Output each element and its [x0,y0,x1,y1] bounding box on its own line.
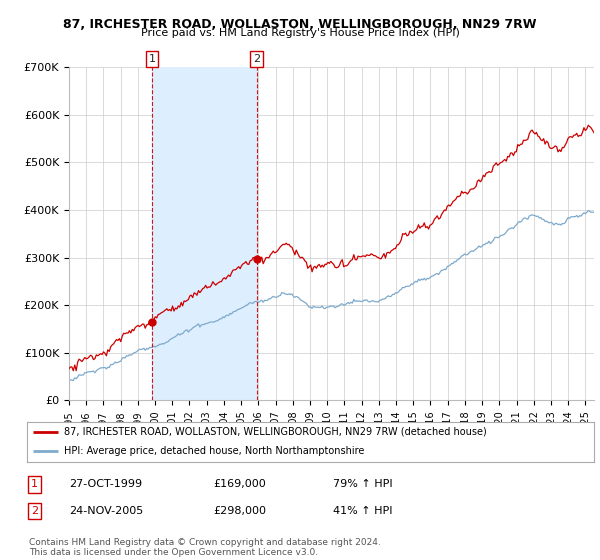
Text: 27-OCT-1999: 27-OCT-1999 [69,479,142,489]
Text: 24-NOV-2005: 24-NOV-2005 [69,506,143,516]
Text: £169,000: £169,000 [213,479,266,489]
Text: 79% ↑ HPI: 79% ↑ HPI [333,479,392,489]
Text: 1: 1 [148,54,155,64]
Text: Contains HM Land Registry data © Crown copyright and database right 2024.
This d: Contains HM Land Registry data © Crown c… [29,538,380,557]
Text: 87, IRCHESTER ROAD, WOLLASTON, WELLINGBOROUGH, NN29 7RW: 87, IRCHESTER ROAD, WOLLASTON, WELLINGBO… [63,18,537,31]
Text: 41% ↑ HPI: 41% ↑ HPI [333,506,392,516]
Text: £298,000: £298,000 [213,506,266,516]
Text: 1: 1 [31,479,38,489]
Text: 2: 2 [31,506,38,516]
Text: Price paid vs. HM Land Registry's House Price Index (HPI): Price paid vs. HM Land Registry's House … [140,28,460,38]
Bar [152,67,257,400]
Text: 87, IRCHESTER ROAD, WOLLASTON, WELLINGBOROUGH, NN29 7RW (detached house): 87, IRCHESTER ROAD, WOLLASTON, WELLINGBO… [64,427,487,437]
Text: 2: 2 [253,54,260,64]
Text: HPI: Average price, detached house, North Northamptonshire: HPI: Average price, detached house, Nort… [64,446,364,456]
